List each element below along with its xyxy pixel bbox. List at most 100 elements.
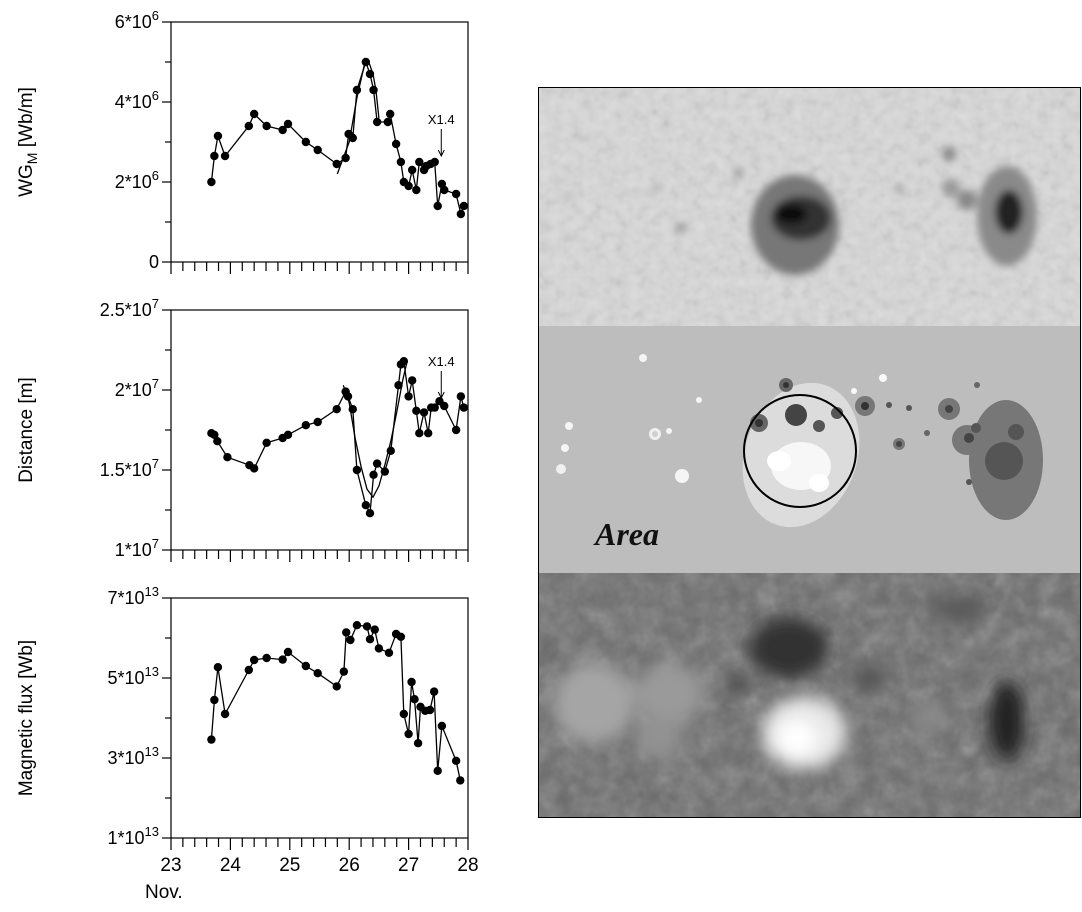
data-point	[412, 185, 421, 195]
data-point	[415, 157, 424, 167]
data-point	[425, 705, 435, 715]
data-point	[383, 117, 393, 127]
data-point	[374, 644, 384, 653]
data-point	[313, 417, 322, 427]
data-point	[262, 438, 271, 447]
data-point	[313, 145, 322, 155]
data-point	[213, 131, 223, 141]
y-tick-label: 7*1013	[107, 584, 159, 608]
y-tick-label: 1.5*107	[100, 456, 159, 480]
data-point	[419, 408, 429, 417]
y-tick-label: 6*106	[115, 8, 159, 32]
x-tick-label: 25	[279, 855, 300, 876]
data-point	[301, 421, 311, 430]
data-point	[430, 403, 439, 412]
data-point	[429, 687, 439, 696]
data-point	[369, 470, 378, 479]
x-axis-label: Nov.	[145, 882, 183, 903]
data-point	[283, 430, 293, 439]
charts-svg: 0 2*106 4*106 6*106 WGM [Wb/m] X1.4 1*107 1.5*…	[16, 8, 479, 903]
series-line	[210, 624, 461, 781]
image-panel-svg	[539, 88, 1080, 817]
data-point	[262, 121, 271, 131]
x-tick-label: 27	[398, 855, 419, 876]
continuum-image	[539, 88, 1080, 326]
y-tick-label: 1*1013	[107, 824, 159, 848]
data-point	[370, 625, 379, 634]
data-point	[456, 776, 465, 785]
data-point	[332, 159, 341, 169]
data-point	[451, 756, 461, 765]
data-point	[410, 695, 419, 704]
flare-arrow-head	[437, 391, 445, 400]
data-point	[210, 430, 219, 439]
y-tick-label: 5*1013	[107, 664, 159, 688]
data-point	[372, 459, 382, 468]
chart-wgm: 0 2*106 4*106 6*106 WGM [Wb/m] X1.4	[16, 8, 469, 274]
data-point	[361, 57, 371, 67]
data-point	[456, 392, 466, 401]
y-tick-label: 3*1013	[107, 744, 159, 768]
data-point	[413, 739, 423, 748]
data-point	[220, 709, 230, 719]
data-point	[301, 137, 311, 147]
y-axis-label: Magnetic flux [Wb]	[16, 640, 37, 796]
data-point	[223, 453, 232, 462]
data-point	[451, 425, 461, 435]
flare-annotation-label: X1.4	[428, 354, 455, 369]
data-point	[361, 501, 371, 510]
data-point	[459, 201, 469, 211]
data-point	[249, 655, 259, 665]
y-tick-label: 2.5*107	[100, 296, 159, 320]
data-point	[262, 653, 271, 663]
area-label: Area	[595, 516, 659, 552]
data-point	[339, 667, 349, 676]
data-point	[433, 201, 442, 211]
data-point	[430, 157, 439, 167]
data-point	[210, 695, 219, 705]
data-point	[440, 185, 449, 195]
data-point	[244, 121, 254, 131]
flare-annotation-label: X1.4	[428, 112, 455, 127]
fit-curve	[342, 362, 408, 499]
data-point	[404, 392, 413, 401]
y-tick-label: 4*106	[115, 88, 159, 112]
data-point	[396, 157, 406, 167]
data-point	[396, 632, 406, 641]
data-point	[399, 357, 409, 366]
data-point	[210, 151, 219, 161]
data-point	[249, 109, 259, 119]
plot-frame	[170, 597, 469, 839]
data-point	[407, 677, 416, 687]
data-point	[352, 621, 362, 630]
data-point	[407, 165, 417, 175]
area-segmentation	[539, 326, 1080, 573]
data-point	[332, 405, 341, 414]
image-panel: Area	[538, 87, 1081, 818]
data-point	[283, 647, 293, 657]
data-point	[207, 735, 216, 744]
data-point	[249, 464, 259, 473]
data-point	[437, 721, 447, 731]
x-tick-label: 28	[457, 855, 478, 876]
data-point	[399, 709, 409, 719]
data-point	[220, 151, 230, 161]
data-point	[278, 655, 287, 664]
y-tick-label: 0	[149, 252, 159, 272]
data-point	[278, 125, 287, 135]
data-point	[365, 509, 375, 518]
data-point	[433, 766, 442, 775]
y-tick-label: 2*107	[115, 376, 159, 400]
data-point	[407, 376, 417, 385]
chart-magnetic-flux: 1*1013 3*1013 5*1013 7*1013 23 24 25 26 27 28 Nov.…	[16, 584, 479, 903]
data-point	[283, 119, 293, 129]
data-point	[415, 429, 424, 438]
x-tick-label: 26	[339, 855, 360, 876]
data-point	[384, 648, 394, 657]
data-point	[207, 177, 216, 187]
data-point	[456, 209, 466, 219]
plot-frame	[170, 309, 469, 551]
y-axis-label: Distance [m]	[16, 377, 37, 483]
data-point	[385, 109, 395, 119]
y-axis-label: WGM [Wb/m]	[16, 87, 40, 197]
